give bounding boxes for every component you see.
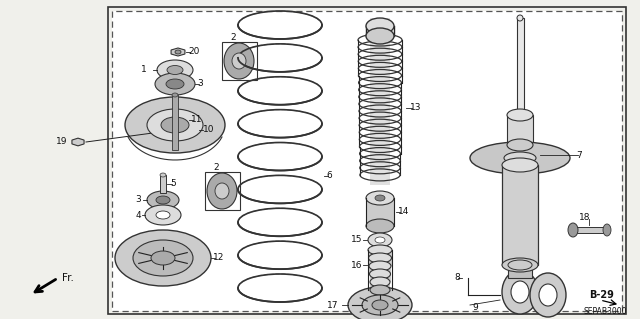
Ellipse shape [362, 295, 398, 315]
Text: 12: 12 [213, 254, 225, 263]
Text: 19: 19 [56, 137, 67, 146]
Ellipse shape [372, 300, 388, 310]
Ellipse shape [508, 260, 532, 270]
Bar [502, 165, 538, 265]
Ellipse shape [366, 18, 394, 34]
Text: 6: 6 [326, 172, 332, 181]
Text: 4: 4 [136, 211, 141, 219]
Text: 2: 2 [230, 33, 236, 42]
Ellipse shape [511, 281, 529, 303]
Ellipse shape [369, 261, 391, 271]
Ellipse shape [157, 60, 193, 80]
Bar [368, 250, 392, 258]
Ellipse shape [369, 253, 392, 263]
Ellipse shape [375, 237, 385, 243]
Text: 10: 10 [203, 125, 214, 135]
Ellipse shape [156, 211, 170, 219]
Polygon shape [171, 48, 185, 56]
Text: 3: 3 [197, 79, 203, 88]
Text: 7: 7 [576, 151, 582, 160]
Ellipse shape [167, 65, 183, 75]
Ellipse shape [155, 73, 195, 95]
Ellipse shape [147, 109, 203, 141]
Ellipse shape [133, 240, 193, 276]
Text: SEPAB3000: SEPAB3000 [584, 308, 627, 316]
Ellipse shape [166, 79, 184, 89]
Text: Fr.: Fr. [62, 273, 74, 283]
Ellipse shape [172, 93, 178, 97]
Ellipse shape [366, 28, 394, 44]
Bar [369, 274, 390, 282]
Ellipse shape [145, 205, 181, 225]
Ellipse shape [375, 195, 385, 201]
Ellipse shape [507, 139, 533, 151]
Ellipse shape [151, 251, 175, 265]
Bar [575, 227, 605, 233]
Bar [160, 175, 166, 193]
Text: 9: 9 [472, 303, 477, 313]
Bar [112, 11, 622, 311]
Ellipse shape [502, 258, 538, 272]
Bar [508, 265, 532, 278]
Ellipse shape [207, 173, 237, 209]
Ellipse shape [156, 196, 170, 204]
Ellipse shape [125, 97, 225, 153]
Bar [369, 266, 391, 274]
Ellipse shape [370, 277, 390, 287]
Bar [108, 7, 626, 314]
Ellipse shape [370, 285, 390, 295]
Ellipse shape [504, 152, 536, 164]
Ellipse shape [502, 158, 538, 172]
Ellipse shape [368, 245, 392, 255]
Text: 18: 18 [579, 213, 591, 222]
Ellipse shape [366, 219, 394, 233]
Ellipse shape [603, 224, 611, 236]
Bar [370, 282, 390, 290]
Ellipse shape [232, 53, 246, 69]
Ellipse shape [161, 117, 189, 133]
Text: 17: 17 [326, 300, 338, 309]
Bar [112, 11, 622, 311]
Ellipse shape [530, 273, 566, 317]
Bar [370, 18, 390, 185]
Bar [205, 172, 240, 210]
Text: 5: 5 [170, 180, 176, 189]
Ellipse shape [539, 284, 557, 306]
Bar [507, 115, 533, 145]
Ellipse shape [517, 15, 523, 21]
Text: 20: 20 [188, 48, 200, 56]
Ellipse shape [470, 142, 570, 174]
Text: 14: 14 [398, 207, 410, 217]
Bar [366, 198, 394, 226]
Text: 3: 3 [135, 196, 141, 204]
Ellipse shape [160, 173, 166, 177]
Text: 11: 11 [191, 115, 202, 124]
Text: B-29: B-29 [589, 290, 614, 300]
Bar [369, 258, 392, 266]
Ellipse shape [175, 50, 181, 54]
Ellipse shape [224, 43, 254, 79]
Ellipse shape [502, 270, 538, 314]
Ellipse shape [115, 230, 211, 286]
Bar [517, 18, 524, 115]
Ellipse shape [215, 183, 229, 199]
Text: 2: 2 [213, 164, 219, 173]
Text: 8: 8 [454, 273, 460, 283]
Ellipse shape [507, 109, 533, 121]
Ellipse shape [568, 223, 578, 237]
Bar [222, 42, 257, 80]
Bar [172, 95, 178, 150]
Ellipse shape [147, 191, 179, 209]
Text: 1: 1 [141, 65, 147, 75]
Ellipse shape [348, 287, 412, 319]
Text: 16: 16 [351, 261, 362, 270]
Ellipse shape [366, 191, 394, 205]
Ellipse shape [369, 269, 390, 279]
Text: 15: 15 [351, 235, 362, 244]
Ellipse shape [368, 233, 392, 247]
Polygon shape [72, 138, 84, 146]
Text: 13: 13 [410, 103, 422, 113]
